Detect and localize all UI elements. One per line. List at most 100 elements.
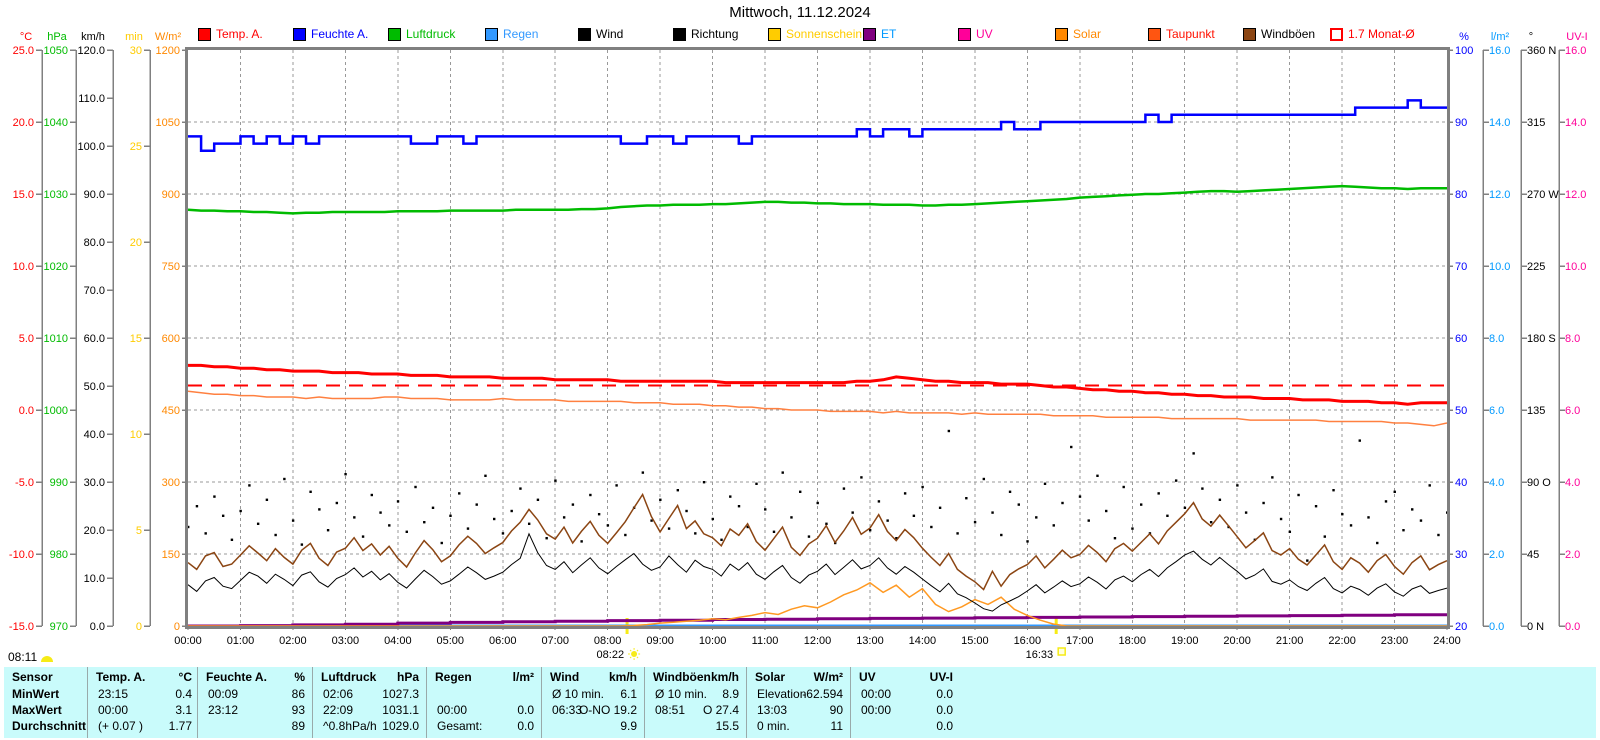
table-separator (197, 667, 198, 738)
axis-tick-label: 60.0 (84, 333, 105, 345)
axis-tick-label: 315 (1527, 117, 1545, 129)
axis-tick-label: 30 (130, 45, 142, 57)
series-Richtung (188, 429, 1447, 562)
table-cell-time: 00:00 (437, 703, 468, 717)
table-separator (644, 667, 645, 738)
sunrise-time-label: 08:22 (597, 649, 625, 661)
axis-tick-label: 10.0 (84, 573, 105, 585)
axis-tick-label: 12.0 (1565, 189, 1586, 201)
table-col-name: Windböen (653, 670, 711, 684)
table-cell-value: 0.0 (936, 687, 953, 701)
table-cell-value: O 27.4 (702, 703, 739, 717)
x-tick-label: 19:00 (1171, 635, 1199, 647)
table-cell-time: 23:15 (98, 687, 129, 701)
legend-label: Richtung (691, 27, 739, 41)
table-cell-time: 13:03 (757, 703, 788, 717)
axis-°C: 25.0 20.0 15.0 10.0 5.0 0.0 -5.0 -10.0 -15.0 °C (9, 31, 43, 633)
x-tick-label: 24:00 (1433, 635, 1461, 647)
axis-tick-label: 20 (1455, 621, 1467, 633)
table-cell-value: 0.0 (936, 719, 953, 733)
axis-tick-label: 1050 (44, 45, 68, 57)
legend-label: Solar (1073, 27, 1102, 41)
table-cell-value: 1031.1 (382, 703, 419, 717)
axis-tick-label: 70.0 (84, 285, 105, 297)
table-cell-value: 11 (830, 719, 843, 733)
x-tick-label: 21:00 (1276, 635, 1304, 647)
table-cell-time: Ø 10 min. (655, 687, 708, 701)
axis-tick-label: 30.0 (84, 477, 105, 489)
table-row-header: Durchschnitt (12, 719, 87, 733)
table-separator (746, 667, 747, 738)
x-tick-label: 12:00 (804, 635, 832, 647)
series-layer (188, 99, 1447, 626)
legend-swatch (1055, 27, 1068, 41)
table-col-name: Temp. A. (96, 670, 146, 684)
axis-tick-label: 270 W (1527, 189, 1559, 201)
legend-label: Feuchte A. (311, 27, 369, 41)
axis-tick-label: 150 (162, 549, 180, 561)
axis-tick-label: 80.0 (84, 237, 105, 249)
axis-tick-label: 5.0 (19, 333, 34, 345)
x-tick-label: 05:00 (437, 635, 465, 647)
axis-tick-label: 0.0 (90, 621, 105, 633)
legend-item-2: Feuchte A. (293, 27, 368, 41)
axis-tick-label: 990 (50, 477, 68, 489)
axis-tick-label: 90 O (1527, 477, 1551, 489)
axis-tick-label: 70 (1455, 261, 1467, 273)
axis-tick-label: 0 (174, 621, 180, 633)
table-cell-value: 86 (291, 687, 305, 701)
axis-tick-label: 40.0 (84, 429, 105, 441)
axis-tick-label: 16.0 (1489, 45, 1510, 57)
series-Windböen (188, 492, 1447, 591)
table-col-unit: hPa (396, 670, 419, 684)
legend-swatch (768, 27, 781, 41)
axis-tick-label: 1040 (44, 117, 68, 129)
sun-icon (41, 656, 54, 662)
table-separator (850, 667, 851, 738)
legend-item-11: Taupunkt (1148, 27, 1215, 41)
table-cell-time: 06:33 (552, 703, 583, 717)
x-tick-label: 04:00 (384, 635, 412, 647)
axis-tick-label: 6.0 (1565, 405, 1580, 417)
x-tick-label: 00:00 (174, 635, 202, 647)
axis-tick-label: 0.0 (1565, 621, 1580, 633)
axis-tick-label: 12.0 (1489, 189, 1510, 201)
table-row-header: MaxWert (12, 703, 62, 717)
axis-tick-label: 15 (130, 333, 142, 345)
axis-tick-label: 4.0 (1565, 477, 1580, 489)
legend-item-3: Luftdruck (388, 27, 455, 41)
table-cell-time: 23:12 (208, 703, 239, 717)
series-Luftdruck (188, 184, 1447, 215)
plot-border (185, 47, 1450, 629)
axis-tick-label: 100 (1455, 45, 1473, 57)
axis-tick-label: 20.0 (84, 525, 105, 537)
legend-swatch (388, 27, 401, 41)
series-Feuchte A. (188, 99, 1447, 153)
axis-tick-label: 980 (50, 549, 68, 561)
table-cell-value: 0.0 (936, 703, 953, 717)
axis-tick-label: 180 S (1527, 333, 1556, 345)
table-cell-time: 22:09 (323, 703, 354, 717)
axis-tick-label: 25.0 (13, 45, 34, 57)
legend-swatch (863, 27, 876, 41)
table-cell-time: ^0.8hPa/h (323, 719, 377, 733)
x-tick-label: 17:00 (1066, 635, 1094, 647)
table-cell-value: 0.4 (175, 687, 192, 701)
axis-tick-label: 120.0 (77, 45, 105, 57)
legend-label: ET (881, 27, 897, 41)
legend-item-6: Richtung (673, 27, 738, 41)
table-cell-time: 00:00 (861, 687, 892, 701)
axis-tick-label: -10.0 (9, 549, 34, 561)
axis-tick-label: 20 (130, 237, 142, 249)
axis-tick-label: 360 N (1527, 45, 1556, 57)
axis-unit-label: km/h (81, 31, 105, 43)
table-cell-time: 00:00 (861, 703, 892, 717)
axis-tick-label: -15.0 (9, 621, 34, 633)
legend-item-10: Solar (1055, 27, 1101, 41)
legend-swatch (293, 27, 306, 41)
table-cell-value: 9.9 (620, 719, 637, 733)
axis-km/h: 120.0 110.0 100.0 90.0 80.0 70.0 60.0 50.0 40.0 3… (77, 31, 114, 633)
axis-UV-I: 16.0 14.0 12.0 10.0 8.0 6.0 4.0 2.0 0.0 UV-I (1558, 31, 1588, 633)
axis-tick-label: 1000 (44, 405, 68, 417)
